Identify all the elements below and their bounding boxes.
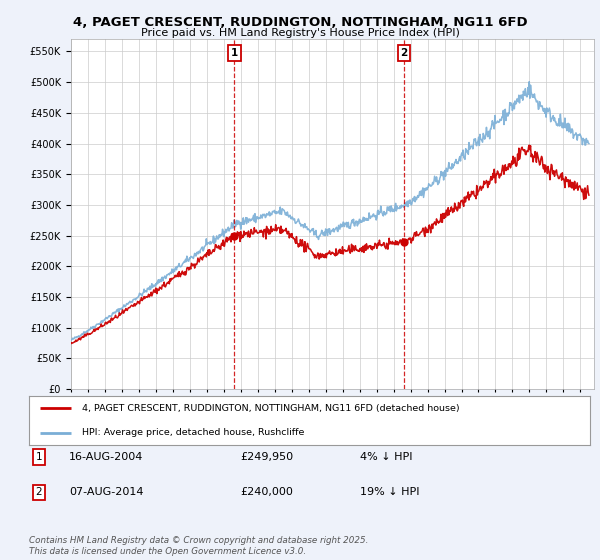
Text: 4% ↓ HPI: 4% ↓ HPI — [360, 452, 413, 462]
Text: Price paid vs. HM Land Registry's House Price Index (HPI): Price paid vs. HM Land Registry's House … — [140, 28, 460, 38]
Text: 16-AUG-2004: 16-AUG-2004 — [69, 452, 143, 462]
Text: 07-AUG-2014: 07-AUG-2014 — [69, 487, 143, 497]
Text: 4, PAGET CRESCENT, RUDDINGTON, NOTTINGHAM, NG11 6FD (detached house): 4, PAGET CRESCENT, RUDDINGTON, NOTTINGHA… — [82, 404, 460, 413]
Text: 19% ↓ HPI: 19% ↓ HPI — [360, 487, 419, 497]
Text: HPI: Average price, detached house, Rushcliffe: HPI: Average price, detached house, Rush… — [82, 428, 304, 437]
Text: £240,000: £240,000 — [240, 487, 293, 497]
Text: 4, PAGET CRESCENT, RUDDINGTON, NOTTINGHAM, NG11 6FD: 4, PAGET CRESCENT, RUDDINGTON, NOTTINGHA… — [73, 16, 527, 29]
Text: 2: 2 — [35, 487, 43, 497]
Text: Contains HM Land Registry data © Crown copyright and database right 2025.
This d: Contains HM Land Registry data © Crown c… — [29, 536, 368, 556]
Text: 1: 1 — [230, 48, 238, 58]
Text: 1: 1 — [35, 452, 43, 462]
Text: 2: 2 — [400, 48, 407, 58]
Text: £249,950: £249,950 — [240, 452, 293, 462]
